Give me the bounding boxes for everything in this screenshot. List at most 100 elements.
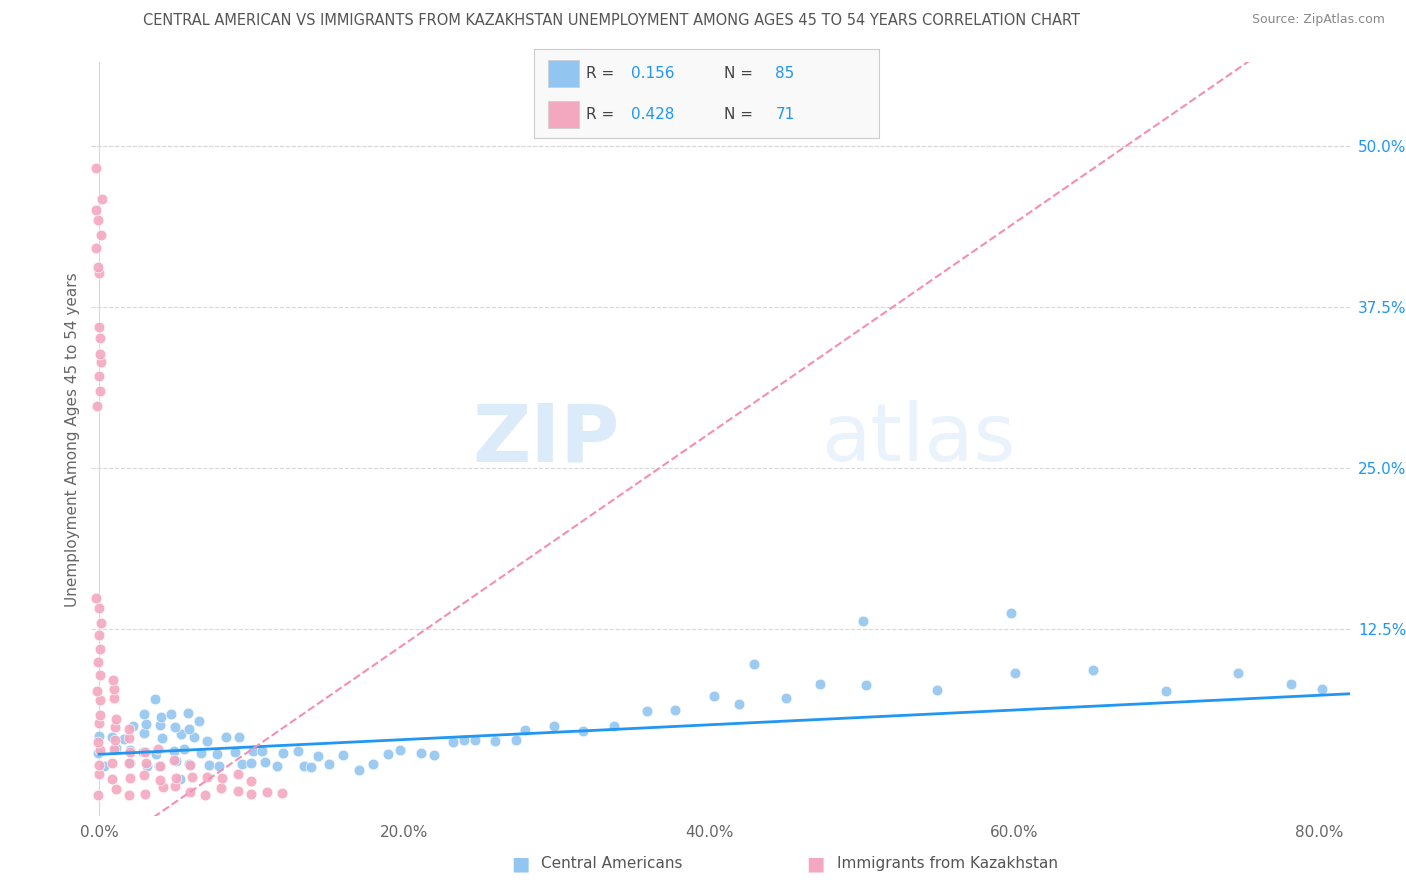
Point xyxy=(211,771,233,785)
Point xyxy=(226,783,249,797)
Text: ■: ■ xyxy=(510,854,530,873)
Point xyxy=(388,743,411,757)
Point xyxy=(1081,663,1104,677)
Point xyxy=(145,692,167,706)
Point xyxy=(927,682,949,697)
Point xyxy=(231,757,253,772)
Point xyxy=(132,745,155,759)
Text: atlas: atlas xyxy=(821,401,1015,478)
Point xyxy=(148,759,170,773)
Point xyxy=(179,756,201,771)
Point xyxy=(90,228,112,243)
Point xyxy=(224,745,246,759)
Point xyxy=(89,642,111,657)
Point xyxy=(89,767,111,781)
Text: R =: R = xyxy=(586,66,619,80)
Point xyxy=(727,697,749,711)
Point xyxy=(409,746,432,760)
Point xyxy=(852,615,875,629)
Point xyxy=(169,772,191,786)
Point xyxy=(240,756,263,771)
Point xyxy=(120,745,142,759)
Point xyxy=(101,673,124,687)
Point xyxy=(87,369,110,384)
Point xyxy=(307,749,329,764)
Point xyxy=(505,732,527,747)
Point xyxy=(195,770,218,784)
Point xyxy=(165,779,187,793)
Point xyxy=(377,747,399,761)
Point xyxy=(228,730,250,744)
Point xyxy=(165,720,187,734)
Point xyxy=(118,743,141,757)
Point xyxy=(84,242,107,256)
Point xyxy=(543,719,565,733)
Point xyxy=(163,744,186,758)
Point xyxy=(145,747,167,761)
Point xyxy=(179,722,201,736)
Point xyxy=(101,756,124,770)
Point xyxy=(149,758,172,772)
Point xyxy=(104,733,127,747)
Point xyxy=(194,788,217,802)
Point xyxy=(742,657,765,671)
Y-axis label: Unemployment Among Ages 45 to 54 years: Unemployment Among Ages 45 to 54 years xyxy=(65,272,80,607)
Point xyxy=(292,759,315,773)
Point xyxy=(149,772,172,787)
Point xyxy=(423,747,446,762)
Point xyxy=(118,756,141,770)
Point xyxy=(1310,682,1333,697)
Point xyxy=(266,759,288,773)
Point xyxy=(89,743,111,757)
Point xyxy=(112,731,135,746)
Point xyxy=(177,706,200,720)
Point xyxy=(209,780,232,795)
Point xyxy=(132,706,155,721)
Point xyxy=(270,787,292,801)
Text: N =: N = xyxy=(724,107,758,121)
Point xyxy=(208,758,231,772)
Point xyxy=(190,746,212,760)
Point xyxy=(117,722,139,736)
Text: ZIP: ZIP xyxy=(472,401,620,478)
Point xyxy=(104,712,127,726)
Text: 0.156: 0.156 xyxy=(631,66,675,80)
Point xyxy=(134,745,156,759)
Point xyxy=(179,785,201,799)
Point xyxy=(134,726,156,740)
Point xyxy=(89,331,111,345)
Point xyxy=(347,763,370,777)
Point xyxy=(332,748,354,763)
Point xyxy=(84,203,107,218)
Point xyxy=(89,693,111,707)
Point xyxy=(135,716,157,731)
Point xyxy=(572,723,595,738)
Point xyxy=(135,756,157,771)
Point xyxy=(179,758,201,772)
Point xyxy=(1279,677,1302,691)
Point xyxy=(104,782,127,797)
Point xyxy=(89,600,111,615)
Point xyxy=(271,746,294,760)
Point xyxy=(148,742,170,756)
Point xyxy=(165,771,187,785)
Point xyxy=(89,266,111,280)
Point xyxy=(242,744,264,758)
Point xyxy=(636,704,658,718)
Point xyxy=(1000,606,1022,620)
Text: Source: ZipAtlas.com: Source: ZipAtlas.com xyxy=(1251,13,1385,27)
Point xyxy=(183,731,205,745)
Point xyxy=(87,789,110,803)
Point xyxy=(361,756,384,771)
Point xyxy=(160,706,183,721)
Point xyxy=(808,677,831,691)
Text: R =: R = xyxy=(586,107,619,121)
Point xyxy=(775,691,797,706)
Point xyxy=(603,719,626,733)
Point xyxy=(134,768,156,782)
Text: 85: 85 xyxy=(776,66,794,80)
Point xyxy=(87,655,110,669)
Point xyxy=(120,771,142,785)
Point xyxy=(207,747,229,761)
Point xyxy=(103,690,125,705)
